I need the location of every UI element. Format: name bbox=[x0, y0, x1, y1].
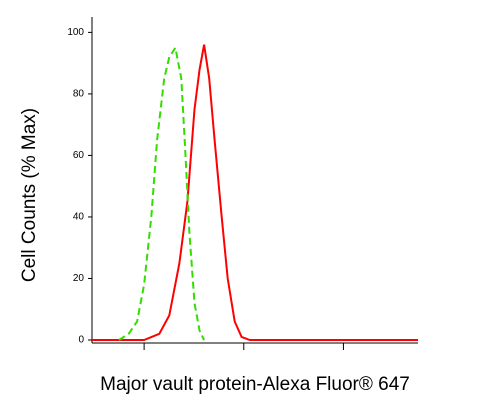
y-axis-title: Cell Counts (% Max) bbox=[19, 108, 40, 282]
series-line bbox=[92, 44, 418, 341]
y-tick-label: 40 bbox=[73, 212, 85, 223]
y-tick-label: 80 bbox=[73, 89, 85, 100]
y-tick-label: 60 bbox=[73, 150, 85, 161]
y-tick-label: 0 bbox=[78, 335, 84, 346]
y-tick-label: 100 bbox=[67, 27, 84, 38]
series-line bbox=[118, 45, 205, 341]
x-axis-title: Major vault protein-Alexa Fluor® 647 bbox=[100, 374, 410, 395]
y-tick-label: 20 bbox=[73, 273, 85, 284]
